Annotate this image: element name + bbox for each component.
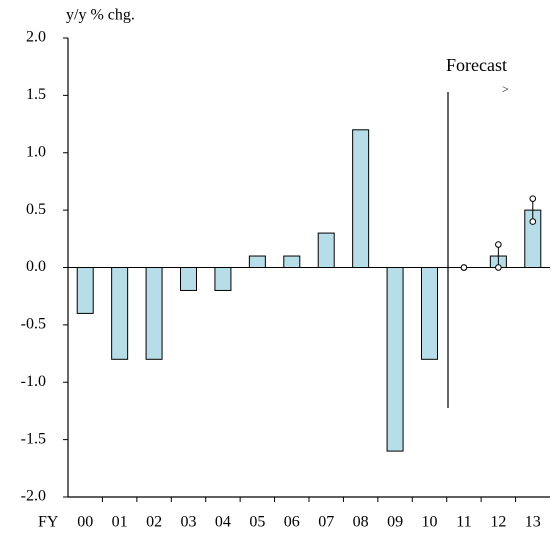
bar bbox=[317, 232, 335, 268]
bar bbox=[111, 267, 129, 360]
bar bbox=[180, 267, 197, 291]
bar bbox=[248, 255, 266, 268]
bar bbox=[145, 267, 163, 360]
x-tick-label: 01 bbox=[112, 514, 128, 531]
bar bbox=[76, 267, 94, 314]
x-tick-label: 06 bbox=[284, 514, 300, 531]
y-tick-label: 1.5 bbox=[26, 86, 46, 103]
y-tick-label: -1.5 bbox=[21, 430, 46, 447]
range-high-marker bbox=[495, 241, 502, 248]
bar bbox=[421, 267, 438, 360]
x-tick-label: 07 bbox=[318, 514, 334, 531]
range-low-marker bbox=[495, 264, 502, 271]
x-tick-label: 00 bbox=[77, 514, 93, 531]
y-tick-label: 2.0 bbox=[26, 29, 46, 46]
y-tick-label: 1.0 bbox=[26, 143, 46, 160]
x-tick-label: 11 bbox=[456, 514, 471, 531]
x-tick-label: 13 bbox=[525, 514, 541, 531]
x-tick-label: 08 bbox=[353, 514, 369, 531]
chart-title: y/y % chg. bbox=[66, 7, 135, 24]
y-tick-label: -2.0 bbox=[21, 488, 46, 505]
y-tick-label: 0.0 bbox=[26, 258, 46, 275]
y-tick-label: -1.0 bbox=[21, 373, 46, 390]
range-high-marker bbox=[529, 195, 537, 202]
x-tick-label: 10 bbox=[422, 514, 438, 531]
x-tick-label: 05 bbox=[249, 514, 265, 531]
forecast-label: Forecast bbox=[446, 55, 507, 75]
x-tick-label: 12 bbox=[490, 514, 506, 531]
x-tick-label: 09 bbox=[387, 514, 403, 531]
x-axis-label: FY bbox=[38, 514, 59, 531]
y-tick-label: -0.5 bbox=[21, 316, 46, 333]
bar bbox=[214, 267, 232, 291]
bar bbox=[386, 267, 404, 452]
x-tick-label: 04 bbox=[215, 514, 231, 531]
range-low-marker bbox=[529, 218, 537, 225]
x-tick-label: 02 bbox=[146, 514, 162, 531]
range-high-marker bbox=[460, 264, 468, 271]
bar bbox=[352, 129, 370, 268]
x-tick-label: 03 bbox=[181, 514, 197, 531]
bar bbox=[283, 255, 301, 268]
y-tick-label: 0.5 bbox=[26, 201, 46, 218]
forecast-arrow: > bbox=[502, 82, 509, 96]
